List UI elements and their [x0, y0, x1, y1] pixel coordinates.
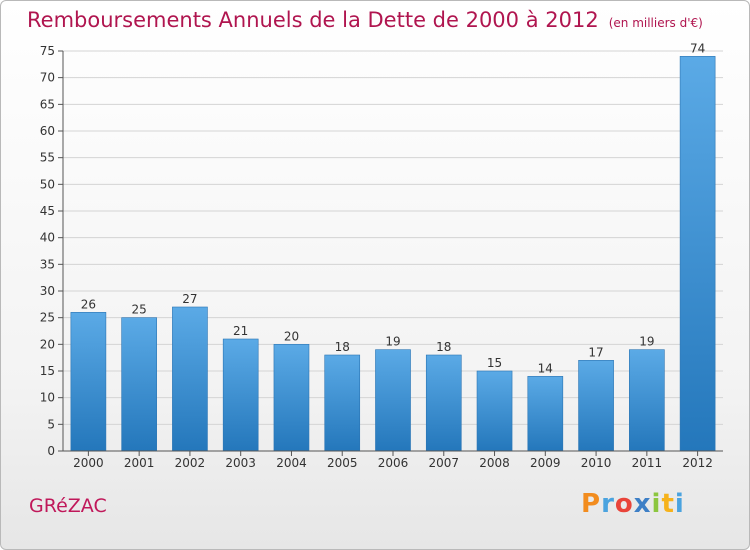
- bar-value-label: 14: [538, 361, 553, 375]
- bar-value-label: 19: [639, 335, 654, 349]
- bar-value-label: 19: [385, 335, 400, 349]
- bar-value-label: 18: [436, 340, 451, 354]
- bar: [172, 306, 208, 452]
- x-tick-label: 2002: [175, 456, 206, 470]
- bar: [375, 349, 411, 452]
- bar: [273, 344, 310, 452]
- y-tick-label: 30: [40, 284, 55, 298]
- y-tick-label: 25: [40, 311, 55, 325]
- x-tick-label: 2006: [378, 456, 409, 470]
- bar: [476, 370, 513, 452]
- y-tick-label: 65: [40, 97, 55, 111]
- x-tick-label: 2010: [581, 456, 612, 470]
- y-tick-label: 60: [40, 124, 55, 138]
- bar: [679, 56, 716, 452]
- y-tick-label: 5: [47, 417, 55, 431]
- bar: [324, 354, 361, 452]
- x-tick-label: 2003: [225, 456, 256, 470]
- bar-value-label: 15: [487, 356, 502, 370]
- bar-value-label: 17: [588, 345, 603, 359]
- logo-letter: i: [651, 489, 662, 519]
- chart-title: Remboursements Annuels de la Dette de 20…: [27, 8, 703, 32]
- x-tick-label: 2007: [428, 456, 459, 470]
- proxiti-logo: Proxiti: [581, 489, 685, 519]
- x-tick-label: 2012: [682, 456, 713, 470]
- y-tick-label: 0: [47, 444, 55, 458]
- bar: [629, 349, 665, 452]
- bar: [70, 312, 107, 452]
- bar: [222, 338, 259, 452]
- bars: 26 25 27 21 20 18 19 18 15 14 17 19 74: [70, 41, 716, 452]
- bar-value-label: 20: [284, 329, 299, 343]
- x-tick-label: 2008: [479, 456, 510, 470]
- logo-letter: i: [674, 489, 685, 519]
- bar-value-label: 26: [81, 297, 96, 311]
- y-tick-label: 20: [40, 337, 55, 351]
- chart-unit-text: (en milliers d'€): [608, 16, 703, 30]
- y-tick-label: 50: [40, 177, 55, 191]
- y-tick-label: 45: [40, 204, 55, 218]
- bar: [121, 317, 157, 452]
- x-tick-label: 2009: [530, 456, 561, 470]
- x-axis: 2000 2001 2002 2003 2004 2005 2006 2007 2008 2009…: [63, 450, 723, 470]
- bar: [578, 360, 614, 452]
- y-axis: 0 5 10 15 20 25 30 35 40 45 50 55 60 65 70 75: [40, 44, 64, 458]
- y-tick-label: 70: [40, 71, 55, 85]
- bar-value-label: 27: [182, 292, 197, 306]
- bar-value-label: 74: [690, 41, 705, 55]
- x-tick-label: 2001: [124, 456, 155, 470]
- bar: [425, 354, 462, 452]
- bar-value-label: 18: [335, 340, 350, 354]
- bar-value-label: 25: [132, 303, 147, 317]
- x-tick-label: 2005: [327, 456, 358, 470]
- y-tick-label: 55: [40, 151, 55, 165]
- logo-letter: r: [601, 489, 615, 519]
- logo-letter: P: [581, 489, 602, 519]
- y-tick-label: 15: [40, 364, 55, 378]
- x-tick-label: 2011: [632, 456, 663, 470]
- logo-letter: o: [614, 489, 634, 519]
- y-tick-label: 35: [40, 257, 55, 271]
- x-tick-label: 2004: [276, 456, 307, 470]
- town-name: GRéZAC: [29, 495, 107, 517]
- x-tick-label: 2000: [73, 456, 104, 470]
- bar-value-label: 21: [233, 324, 248, 338]
- chart-title-text: Remboursements Annuels de la Dette de 20…: [27, 8, 599, 32]
- logo-letter: x: [633, 489, 652, 519]
- y-tick-label: 75: [40, 44, 55, 58]
- bar: [527, 376, 564, 452]
- y-tick-label: 10: [40, 391, 55, 405]
- y-tick-label: 40: [40, 231, 55, 245]
- logo-letter: t: [661, 489, 675, 519]
